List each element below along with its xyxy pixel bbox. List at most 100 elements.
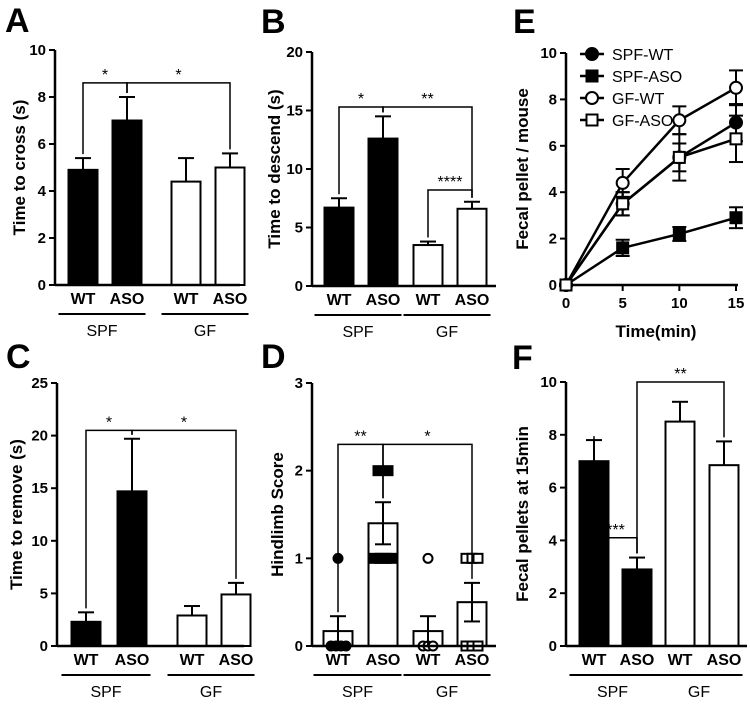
significance-label: *** [606,522,625,539]
legend-marker [585,113,599,127]
data-point [372,465,384,477]
y-tick-label: 0 [549,638,557,655]
group-label: SPF [86,323,117,340]
y-tick-label: 0 [295,638,303,655]
significance-bracket [126,82,231,150]
y-tick-label: 0 [38,277,46,294]
panel-A: A 0 2 4 6 8 10 Time to cross (s) * * WT ASO WT ASO SPF… [5,2,249,340]
y-tick-label: 15 [286,103,303,120]
y-axis-label: Hindlimb Score [268,452,287,577]
y-tick-label: 15 [31,480,48,497]
y-tick-label: 4 [549,184,558,201]
bar [176,614,208,648]
bar [116,490,148,647]
data-point [559,278,573,292]
significance-bracket [131,429,237,579]
series-SPF-WT [559,103,743,292]
y-axis-label: Fecal pellet / mouse [513,88,532,250]
data-point [422,552,434,564]
panel-letter: F [512,339,533,377]
category-label: WT [327,292,352,309]
data-point [616,197,630,211]
significance-bracket [427,189,473,238]
group-label: SPF [342,684,373,701]
y-tick-label: 2 [295,463,303,480]
data-point [382,465,394,477]
category-label: WT [71,291,96,308]
significance-label: * [424,428,430,445]
y-axis-label: Time to remove (s) [7,439,26,590]
data-point [672,227,686,241]
y-tick-label: 2 [38,230,46,247]
group-label: SPF [597,684,628,701]
panel-letter: C [6,338,31,376]
category-label: WT [74,652,99,669]
y-tick-label: 10 [286,161,303,178]
series-line [564,137,737,286]
data-point [729,132,743,146]
category-label: ASO [366,652,401,669]
data-point [672,150,686,164]
significance-bracket [636,381,725,554]
legend: SPF-WT SPF-ASO GF-WT GF-ASO [580,47,682,130]
category-label: WT [326,652,351,669]
bar [220,593,252,648]
data-point [472,552,484,564]
legend-label: SPF-ASO [612,69,682,86]
y-tick-label: 8 [549,427,557,444]
bar [708,464,740,647]
series-GF-ASO [559,114,743,292]
bar [367,137,399,287]
group-label: GF [194,323,216,340]
significance-bracket [382,106,473,198]
category-label: WT [582,652,607,669]
bar [70,620,102,648]
bar [214,166,246,286]
series-SPF-ASO [559,206,743,292]
panel-letter: D [261,338,286,376]
x-tick-label: 10 [671,295,688,312]
y-axis-label: Fecal pellets at 15min [513,426,532,602]
significance-label: * [102,67,108,84]
bar [67,168,99,287]
group-label: GF [200,684,222,701]
y-tick-label: 10 [540,45,557,62]
y-tick-label: 6 [549,138,557,155]
y-tick-label: 6 [38,136,46,153]
category-label: ASO [455,652,490,669]
category-label: ASO [115,652,150,669]
y-tick-label: 2 [549,231,557,248]
significance-label: **** [438,174,463,191]
y-tick-label: 25 [31,375,48,392]
legend-marker [585,91,599,105]
group-label: GF [688,684,710,701]
group-label: SPF [342,324,373,341]
category-label: ASO [213,291,248,308]
data-point [672,113,687,128]
x-tick-label: 0 [562,295,570,312]
significance-label: * [106,414,112,431]
y-tick-label: 10 [31,533,48,550]
significance-label: * [175,67,181,84]
significance-label: * [358,91,364,108]
y-tick-label: 20 [286,44,303,61]
data-point [615,175,630,190]
category-label: ASO [707,652,742,669]
data-point [616,241,630,255]
y-tick-label: 1 [295,550,303,567]
bar [412,244,444,288]
significance-label: ** [674,366,686,383]
y-tick-label: 4 [38,183,47,200]
category-label: WT [416,292,441,309]
series-line [565,216,737,287]
y-tick-label: 8 [549,91,557,108]
y-tick-label: 3 [295,375,303,392]
legend-marker [585,47,599,61]
category-label: ASO [110,291,145,308]
y-tick-label: 4 [549,532,558,549]
data-point [729,211,743,225]
significance-label: ** [421,91,433,108]
group-label: GF [436,684,458,701]
